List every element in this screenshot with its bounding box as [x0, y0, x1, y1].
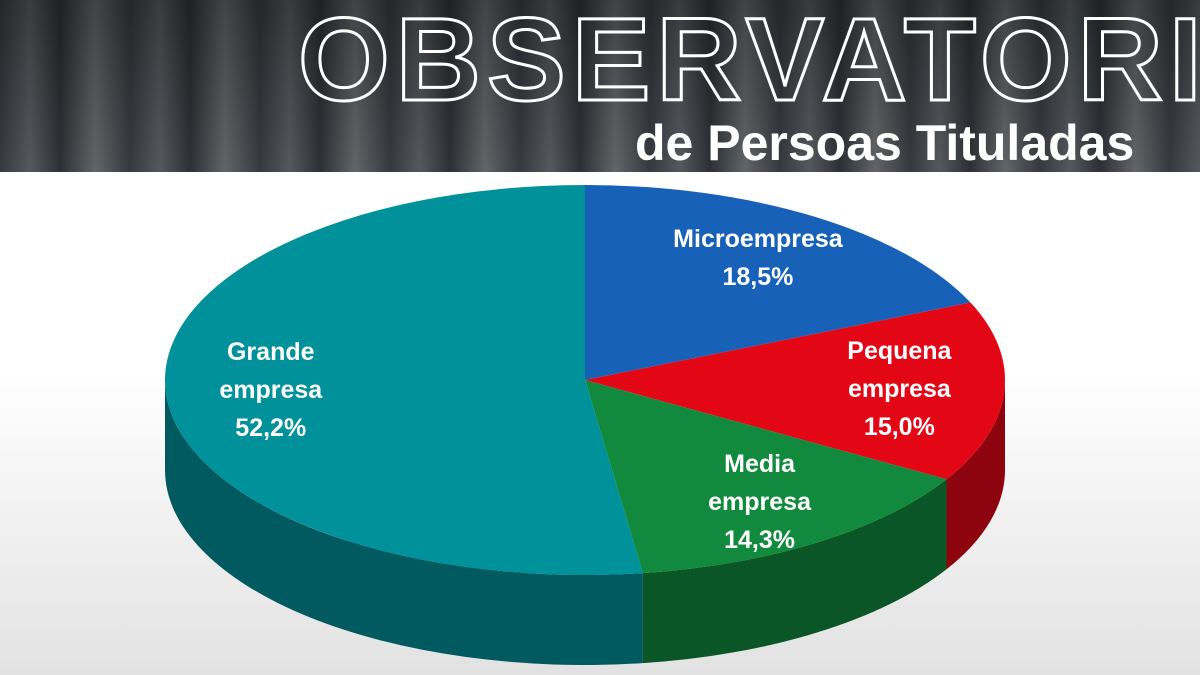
chart-title: OBSERVATORIO [298, 0, 1200, 126]
value-label: 18,5% [722, 262, 794, 291]
slice-side [946, 380, 1005, 570]
slice [165, 185, 643, 575]
header-banner [0, 0, 1200, 172]
category-label: Media empresa [708, 449, 811, 516]
category-label: Pequena empresa [847, 337, 952, 404]
slice-label: Microempresa 18,5% [673, 220, 843, 296]
category-label: Microempresa [673, 224, 843, 253]
pie [165, 185, 1005, 665]
value-label: 15,0% [863, 413, 935, 442]
slice [585, 302, 1005, 480]
slice-label: Pequena empresa 15,0% [829, 332, 969, 446]
slice-side [642, 479, 947, 664]
slice [585, 380, 947, 574]
value-label: 14,3% [724, 525, 796, 554]
value-label: 52,2% [235, 414, 307, 443]
slice [585, 185, 971, 380]
slice-side [165, 380, 643, 665]
chart-subtitle: de Persoas Tituladas [635, 115, 1134, 171]
category-label: Grande empresa [219, 338, 323, 405]
slice-label: Grande empresa 52,2% [201, 333, 341, 447]
slice-label: Media empresa 14,3% [690, 445, 830, 559]
